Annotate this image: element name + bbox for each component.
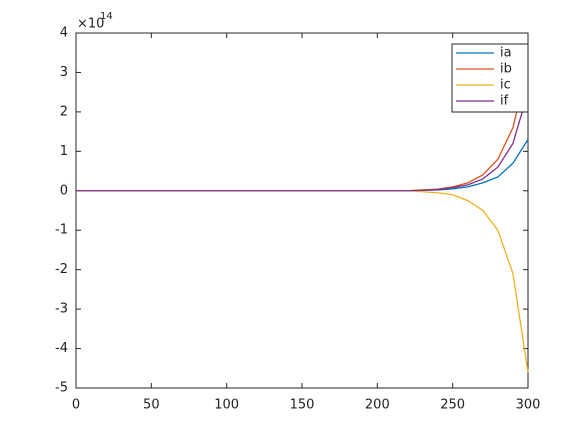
y-tick-label: 3 xyxy=(60,65,68,80)
y-tick-label: 0 xyxy=(60,183,68,198)
y-tick-label: -1 xyxy=(55,223,68,238)
x-tick-label: 100 xyxy=(214,398,239,413)
y-tick-label: 1 xyxy=(60,144,68,159)
series-line xyxy=(76,91,529,192)
x-tick-label: 0 xyxy=(72,398,80,413)
y-multiplier-exponent: 14 xyxy=(100,11,113,22)
x-tick-label: 150 xyxy=(290,398,315,413)
x-tick-label: 250 xyxy=(440,398,465,413)
y-tick-label: -4 xyxy=(55,341,68,356)
legend-label: ib xyxy=(500,62,512,77)
y-tick-label: -2 xyxy=(55,262,68,277)
legend-label: ia xyxy=(500,46,512,61)
y-tick-label: 2 xyxy=(60,104,68,119)
x-tick-label: 200 xyxy=(365,398,390,413)
x-tick-label: 300 xyxy=(516,398,541,413)
x-tick-label: 50 xyxy=(143,398,160,413)
y-tick-label: -3 xyxy=(55,302,68,317)
y-tick-label: -5 xyxy=(55,381,68,396)
y-multiplier: ×10 xyxy=(77,17,104,32)
legend-label: if xyxy=(500,94,509,109)
y-tick-label: 4 xyxy=(60,26,68,41)
legend-box xyxy=(451,43,529,113)
legend-label: ic xyxy=(500,78,511,93)
